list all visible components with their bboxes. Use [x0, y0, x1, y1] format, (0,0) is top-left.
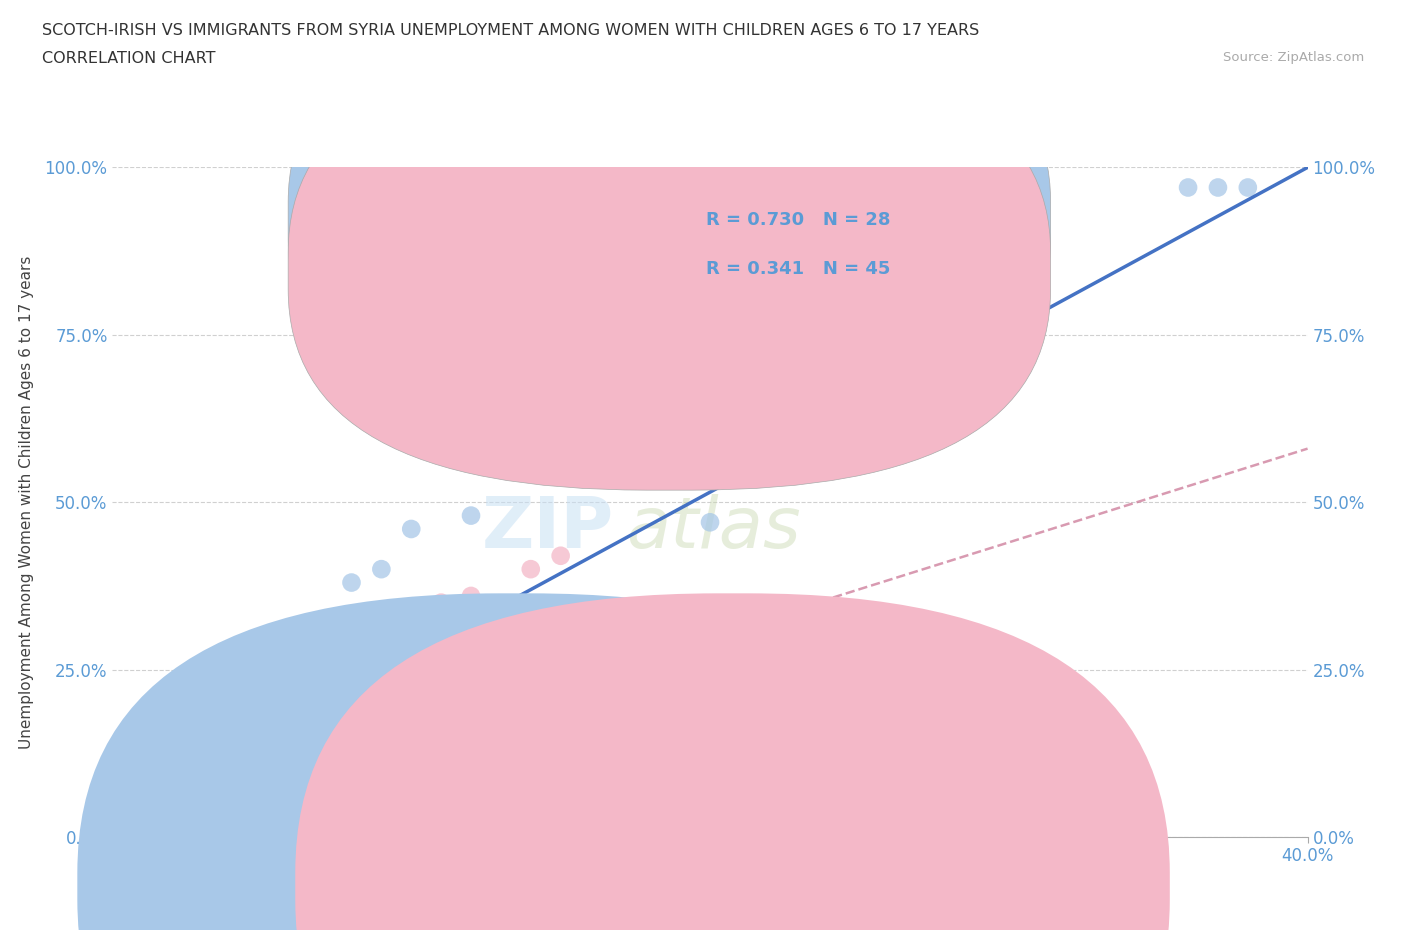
Point: [579, 428, 602, 443]
Point: [131, 803, 153, 817]
Point: [759, 649, 782, 664]
Text: ZIP: ZIP: [482, 495, 614, 564]
Point: [162, 750, 183, 764]
Point: [311, 656, 333, 671]
Point: [191, 790, 214, 804]
Point: [699, 515, 721, 530]
Point: [311, 736, 333, 751]
Text: Immigrants from Syria: Immigrants from Syria: [752, 879, 924, 894]
Point: [101, 790, 124, 804]
Point: [131, 763, 153, 777]
Text: SCOTCH-IRISH VS IMMIGRANTS FROM SYRIA UNEMPLOYMENT AMONG WOMEN WITH CHILDREN AGE: SCOTCH-IRISH VS IMMIGRANTS FROM SYRIA UN…: [42, 23, 980, 38]
Point: [340, 575, 363, 590]
Point: [1237, 180, 1260, 195]
Text: R = 0.341   N = 45: R = 0.341 N = 45: [706, 260, 891, 278]
Point: [250, 763, 273, 777]
Point: [250, 696, 273, 711]
Point: [101, 803, 124, 817]
Point: [460, 669, 482, 684]
Text: Source: ZipAtlas.com: Source: ZipAtlas.com: [1223, 51, 1364, 64]
Point: [1177, 180, 1199, 195]
FancyBboxPatch shape: [620, 180, 967, 308]
Text: CORRELATION CHART: CORRELATION CHART: [42, 51, 215, 66]
Point: [162, 776, 183, 790]
Point: [101, 776, 124, 790]
Point: [162, 783, 183, 798]
Point: [520, 394, 543, 409]
FancyBboxPatch shape: [288, 51, 1050, 490]
Point: [162, 796, 183, 811]
Point: [221, 696, 243, 711]
Text: atlas: atlas: [626, 495, 801, 564]
Point: [101, 796, 124, 811]
Point: [340, 669, 363, 684]
Point: [520, 642, 543, 657]
Point: [250, 736, 273, 751]
Point: [311, 629, 333, 644]
Text: R = 0.730   N = 28: R = 0.730 N = 28: [706, 210, 891, 229]
Point: [1057, 683, 1080, 698]
Point: [460, 589, 482, 604]
Point: [699, 656, 721, 671]
Point: [818, 683, 841, 698]
Point: [131, 783, 153, 798]
Point: [460, 508, 482, 523]
Point: [131, 796, 153, 811]
Point: [131, 776, 153, 790]
Point: [311, 709, 333, 724]
Point: [638, 608, 662, 623]
Point: [550, 448, 572, 463]
Point: [550, 629, 572, 644]
Y-axis label: Unemployment Among Women with Children Ages 6 to 17 years: Unemployment Among Women with Children A…: [18, 256, 34, 749]
Point: [370, 683, 392, 698]
Point: [489, 656, 512, 671]
Point: [101, 817, 124, 831]
Point: [401, 522, 423, 537]
Point: [877, 642, 901, 657]
FancyBboxPatch shape: [288, 1, 1050, 440]
Point: [281, 750, 304, 764]
Point: [370, 709, 392, 724]
Point: [221, 750, 243, 764]
Point: [101, 763, 124, 777]
Point: [370, 562, 392, 577]
Point: [281, 649, 304, 664]
Point: [191, 763, 214, 777]
Point: [340, 696, 363, 711]
Point: [430, 595, 453, 610]
Point: [191, 763, 214, 777]
Point: [401, 669, 423, 684]
Point: [401, 696, 423, 711]
Point: [101, 769, 124, 784]
Point: [101, 783, 124, 798]
Point: [101, 790, 124, 804]
Point: [101, 750, 124, 764]
Point: [550, 549, 572, 564]
Text: Scotch-Irish: Scotch-Irish: [534, 879, 624, 894]
Point: [221, 776, 243, 790]
Point: [489, 448, 512, 463]
Point: [430, 683, 453, 698]
Point: [520, 562, 543, 577]
Point: [101, 809, 124, 824]
Point: [370, 629, 392, 644]
Point: [340, 723, 363, 737]
Point: [101, 803, 124, 817]
Point: [281, 723, 304, 737]
Point: [1206, 180, 1229, 195]
Point: [250, 683, 273, 698]
